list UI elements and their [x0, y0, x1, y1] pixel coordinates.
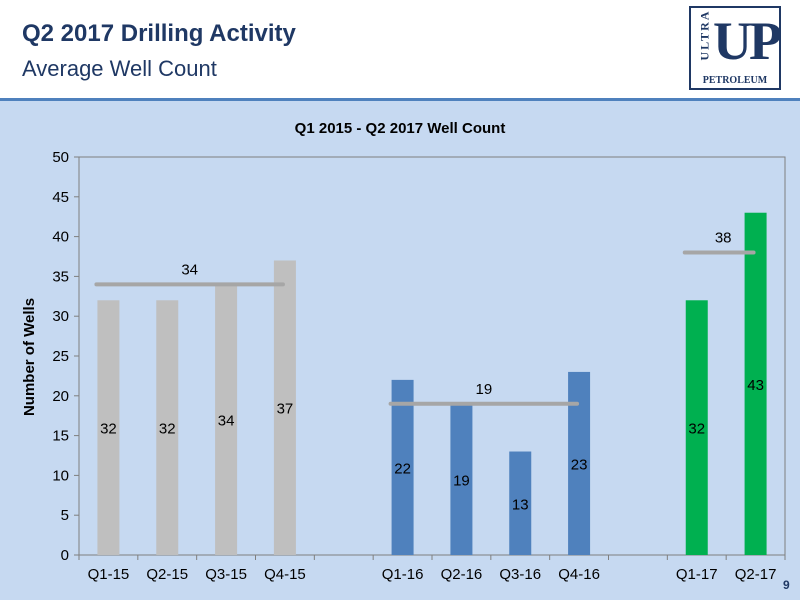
bar-value-label: 23: [571, 456, 588, 473]
bar-value-label: 34: [218, 413, 235, 430]
bar: [685, 300, 708, 555]
bar-value-label: 19: [453, 472, 470, 489]
x-tick-label: Q1-17: [676, 566, 718, 583]
x-tick-label: Q1-15: [88, 566, 130, 583]
x-tick-label: Q2-16: [441, 566, 483, 583]
logo-top-text: ULTRA: [697, 9, 712, 61]
bar: [744, 212, 767, 555]
bar: [156, 300, 179, 555]
x-tick-label: Q3-16: [499, 566, 541, 583]
company-logo: ULTRA UP PETROLEUM: [689, 6, 782, 90]
bar-value-label: 43: [747, 377, 764, 394]
x-tick-label: Q2-17: [735, 566, 777, 583]
bar-value-label: 32: [100, 421, 117, 438]
page-subtitle: Average Well Count: [22, 56, 217, 81]
header-divider: [0, 98, 800, 101]
x-tick-label: Q1-16: [382, 566, 424, 583]
chart-title: Q1 2015 - Q2 2017 Well Count: [295, 120, 506, 137]
bar: [391, 379, 414, 555]
x-tick-label: Q2-15: [146, 566, 188, 583]
logo-bottom-text: PETROLEUM: [702, 75, 768, 86]
bar: [509, 451, 532, 555]
x-tick-label: Q3-15: [205, 566, 247, 583]
bar-value-label: 37: [277, 401, 294, 418]
y-tick-label: 50: [52, 149, 69, 166]
bar: [273, 260, 296, 555]
plot-frame: [78, 156, 786, 556]
logo-main-text: UP: [713, 11, 782, 71]
bar: [215, 284, 238, 555]
average-label: 38: [715, 230, 732, 247]
y-tick-label: 10: [52, 467, 69, 484]
bar: [97, 300, 120, 555]
bar: [568, 371, 591, 555]
x-tick-label: Q4-16: [558, 566, 600, 583]
y-tick-label: 30: [52, 308, 69, 325]
y-tick-label: 40: [52, 229, 69, 246]
bar: [450, 403, 473, 555]
average-label: 19: [475, 381, 492, 398]
page-title: Q2 2017 Drilling Activity: [22, 20, 296, 47]
y-tick-label: 15: [52, 428, 69, 445]
y-tick-label: 35: [52, 268, 69, 285]
x-tick-label: Q4-15: [264, 566, 306, 583]
bar-value-label: 32: [159, 421, 176, 438]
slide-number: 9: [783, 578, 790, 592]
average-label: 34: [181, 261, 198, 278]
bar-chart: Q1 2015 - Q2 2017 Well Count Number of W…: [21, 120, 786, 583]
bar-value-label: 32: [688, 421, 705, 438]
slide-header: Q2 2017 Drilling Activity Average Well C…: [0, 0, 800, 98]
y-tick-label: 25: [52, 348, 69, 365]
y-tick-label: 5: [61, 507, 69, 524]
bar-value-label: 13: [512, 496, 529, 513]
y-tick-label: 45: [52, 189, 69, 206]
y-axis-label: Number of Wells: [21, 298, 38, 416]
y-tick-label: 0: [61, 547, 69, 564]
plot-area: 0 5 10 15 20 25 30 35 40 45 50 32 Q1-15 32 Q2-15 34 Q3-1…: [52, 149, 786, 583]
bar-value-label: 22: [394, 460, 411, 477]
y-tick-label: 20: [52, 388, 69, 405]
